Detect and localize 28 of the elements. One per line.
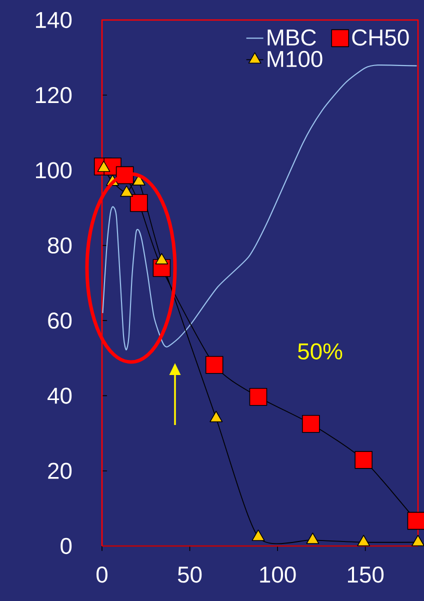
point	[205, 356, 224, 374]
point	[354, 451, 372, 469]
point	[306, 532, 320, 544]
x-tick-label: 100	[260, 566, 296, 583]
point	[155, 253, 168, 264]
point	[210, 410, 223, 422]
point	[302, 414, 320, 433]
y-tick-label: 140	[36, 12, 72, 28]
y-tick-label: 20	[48, 462, 72, 479]
x-tick-label: 50	[178, 566, 202, 583]
y-tick-label: 120	[36, 87, 72, 104]
legend-label: M100	[268, 50, 322, 68]
annotation: 50%	[298, 343, 342, 360]
x-tick-label: 150	[348, 566, 384, 583]
point	[130, 194, 148, 212]
legend-label: CH50	[352, 29, 409, 46]
point	[412, 534, 424, 546]
point	[357, 534, 370, 546]
y-tick-label: 40	[48, 388, 72, 404]
y-tick-label: 60	[48, 312, 72, 329]
x-tick-label: 0	[96, 566, 108, 583]
legend-label: MBC	[268, 29, 316, 46]
point	[249, 388, 268, 406]
y-tick-label: 80	[48, 237, 72, 254]
y-tick-label: 0	[60, 538, 72, 554]
y-tick-label: 100	[36, 162, 72, 178]
point	[407, 512, 424, 530]
point	[252, 530, 265, 541]
